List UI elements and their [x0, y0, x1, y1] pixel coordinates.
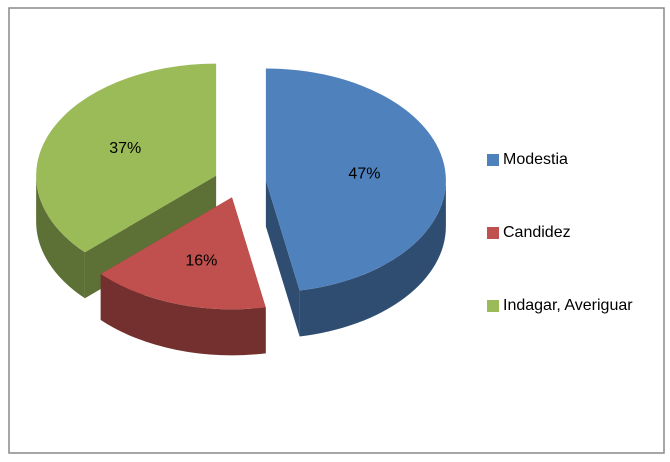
slice [265, 68, 446, 291]
slice [100, 197, 266, 310]
slice-wall [100, 274, 266, 356]
slice-side [265, 180, 300, 337]
legend-swatch [487, 227, 499, 239]
data-label: 47% [348, 165, 380, 182]
legend-label: Modestia [503, 151, 568, 168]
legend-label: Indagar, Averiguar [503, 297, 633, 314]
legend-swatch [487, 154, 499, 166]
legend-label: Candidez [503, 224, 571, 241]
slice-wall [36, 175, 85, 299]
legend-swatch [487, 300, 499, 312]
data-label: 16% [185, 252, 217, 269]
data-label: 37% [109, 140, 141, 157]
slice-wall [299, 180, 446, 337]
slice [36, 63, 217, 253]
